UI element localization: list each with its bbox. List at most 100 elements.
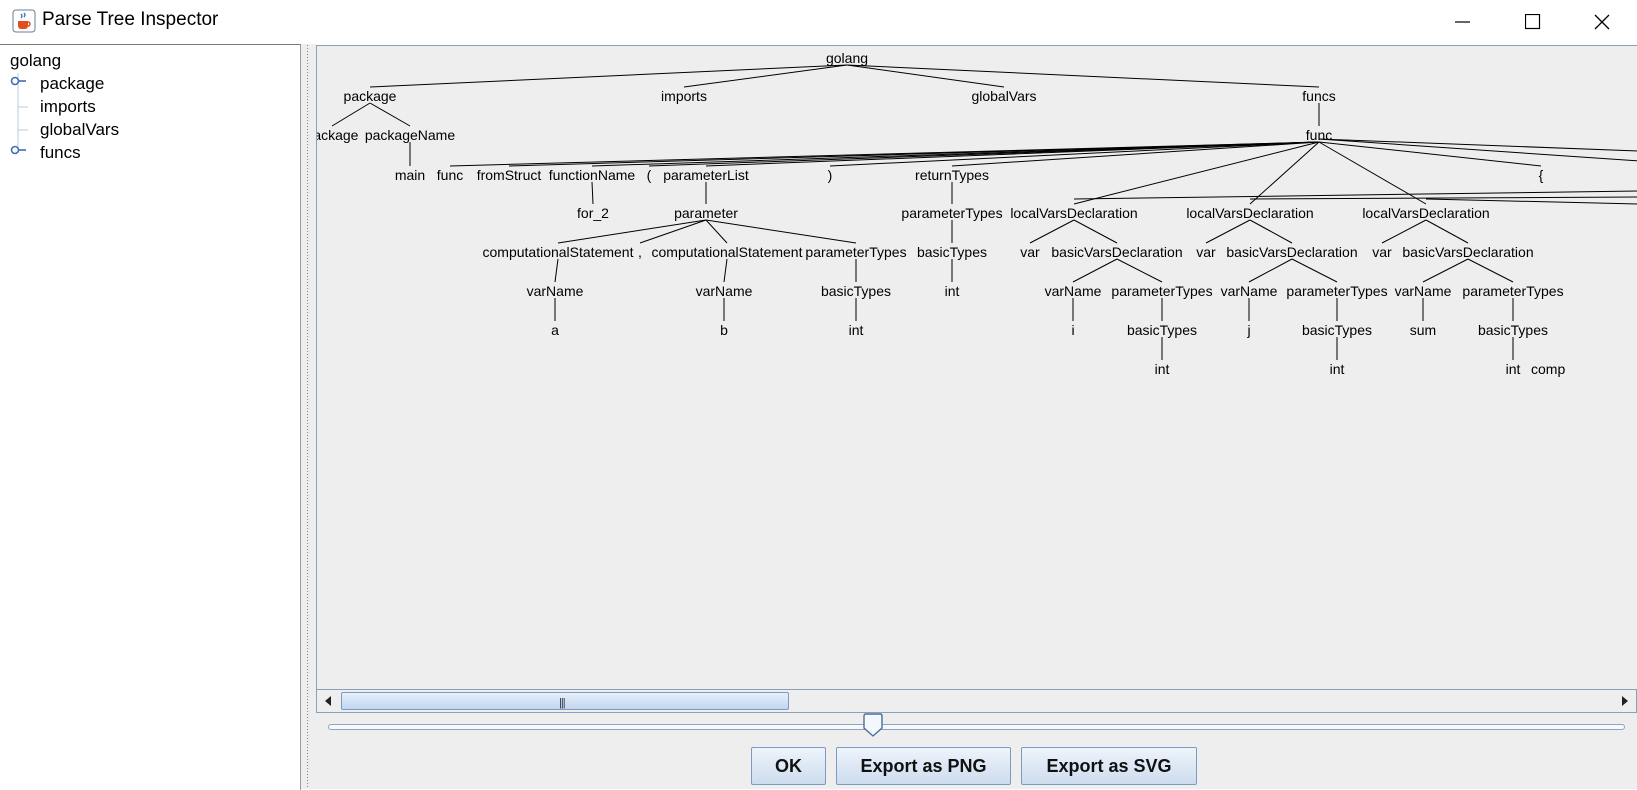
- tree-node-label[interactable]: imports: [661, 88, 707, 104]
- tree-node-label[interactable]: j: [1246, 322, 1250, 338]
- tree-node-label[interactable]: int: [945, 283, 960, 299]
- horizontal-scrollbar[interactable]: |||: [316, 689, 1637, 713]
- tree-node-label[interactable]: parameterTypes: [901, 205, 1002, 221]
- tree-node-label[interactable]: varName: [696, 283, 753, 299]
- tree-node-label[interactable]: parameterTypes: [1286, 283, 1387, 299]
- tree-node-label[interactable]: basicTypes: [821, 283, 891, 299]
- maximize-button[interactable]: [1498, 0, 1568, 44]
- tree-node-label[interactable]: package: [317, 127, 359, 143]
- tree-node-label[interactable]: var: [1372, 244, 1392, 260]
- minimize-icon: [1455, 21, 1470, 23]
- tree-node-label[interactable]: int: [1506, 361, 1521, 377]
- tree-node-label[interactable]: for_2: [577, 205, 609, 221]
- tree-node-label[interactable]: int: [1330, 361, 1345, 377]
- slider-track[interactable]: [328, 724, 1625, 730]
- minimize-button[interactable]: [1428, 0, 1498, 44]
- tree-node-label[interactable]: var: [1196, 244, 1216, 260]
- tree-node-label[interactable]: ): [828, 167, 833, 183]
- tree-node-label[interactable]: golang: [826, 50, 868, 66]
- tree-edge: [1318, 141, 1542, 167]
- scrollbar-grip: |||: [559, 697, 566, 709]
- tree-edge: [1073, 141, 1320, 205]
- tree-node-label[interactable]: comp: [1531, 361, 1565, 377]
- tree-node-label[interactable]: localVarsDeclaration: [1186, 205, 1313, 221]
- close-icon: [1594, 14, 1610, 30]
- tree-node-label[interactable]: (: [647, 167, 652, 183]
- parse-tree-canvas[interactable]: golang package imports globalVars funcs packa…: [316, 45, 1637, 689]
- slider-thumb[interactable]: [862, 713, 884, 739]
- tree-node-label[interactable]: basicTypes: [1127, 322, 1197, 338]
- zoom-slider[interactable]: [316, 713, 1637, 741]
- tree-node-label[interactable]: var: [1020, 244, 1040, 260]
- tree-edge: [554, 258, 559, 283]
- sidebar-item-funcs[interactable]: funcs: [40, 143, 81, 162]
- tree-edge: [369, 102, 411, 127]
- tree-node-label[interactable]: parameterList: [663, 167, 749, 183]
- tree-node-label[interactable]: localVarsDeclaration: [1362, 205, 1489, 221]
- export-png-button[interactable]: Export as PNG: [836, 747, 1011, 785]
- tree-connector-lines: [17, 73, 28, 153]
- tree-node-label[interactable]: basicTypes: [1302, 322, 1372, 338]
- split-pane-divider[interactable]: [301, 44, 316, 789]
- tree-edge: [1422, 258, 1469, 283]
- sidebar-item-imports[interactable]: imports: [40, 97, 96, 116]
- tree-node-label[interactable]: varName: [1045, 283, 1102, 299]
- left-arrow-icon[interactable]: [317, 690, 339, 712]
- sidebar-item-globalvars[interactable]: globalVars: [40, 120, 120, 139]
- tree-node-label[interactable]: sum: [1410, 322, 1436, 338]
- tree-node-label[interactable]: basicVarsDeclaration: [1226, 244, 1357, 260]
- tree-node-label[interactable]: basicTypes: [1478, 322, 1548, 338]
- tree-edge-offscreen: [1073, 190, 1637, 200]
- tree-node-label[interactable]: func: [437, 167, 463, 183]
- right-arrow-icon[interactable]: [1614, 690, 1636, 712]
- tree-node-label[interactable]: localVarsDeclaration: [1010, 205, 1137, 221]
- tree-edge: [1249, 141, 1320, 205]
- export-svg-button[interactable]: Export as SVG: [1021, 747, 1197, 785]
- tree-node-label[interactable]: parameterTypes: [1462, 283, 1563, 299]
- tree-node-label[interactable]: a: [551, 322, 559, 338]
- tree-edge: [1425, 219, 1469, 244]
- tree-node-label[interactable]: varName: [1395, 283, 1452, 299]
- tree-node-label[interactable]: basicTypes: [917, 244, 987, 260]
- divider-grip: [306, 44, 310, 789]
- tree-node-label[interactable]: parameter: [674, 205, 738, 221]
- tree-sidebar[interactable]: golang package imports globalVars funcs: [0, 44, 301, 790]
- tree-node-label[interactable]: packageName: [365, 127, 455, 143]
- tree-node-label[interactable]: package: [344, 88, 397, 104]
- tree-node-label[interactable]: int: [1155, 361, 1170, 377]
- scrollbar-thumb[interactable]: |||: [341, 692, 789, 710]
- tree-node-label[interactable]: fromStruct: [477, 167, 542, 183]
- tree-node-label[interactable]: parameterTypes: [1111, 283, 1212, 299]
- expand-handle-icon[interactable]: [10, 145, 28, 157]
- tree-node-label[interactable]: int: [849, 322, 864, 338]
- sidebar-item-package[interactable]: package: [40, 74, 105, 93]
- tree-node-label[interactable]: returnTypes: [915, 167, 989, 183]
- tree-node-label[interactable]: basicVarsDeclaration: [1402, 244, 1533, 260]
- tree-node-label[interactable]: funcs: [1302, 88, 1335, 104]
- tree-root-golang[interactable]: golang: [10, 51, 62, 70]
- tree-edge: [1073, 219, 1118, 244]
- expand-handle-icon[interactable]: [10, 76, 28, 88]
- tree-node-label[interactable]: varName: [1221, 283, 1278, 299]
- ok-button[interactable]: OK: [751, 747, 826, 785]
- tree-node-label[interactable]: globalVars: [971, 88, 1036, 104]
- tree-node-label[interactable]: parameterTypes: [805, 244, 906, 260]
- tree-edge: [1072, 258, 1118, 283]
- tree-node-label[interactable]: b: [720, 322, 728, 338]
- tree-node-label[interactable]: basicVarsDeclaration: [1051, 244, 1182, 260]
- tree-node-label[interactable]: {: [1539, 167, 1544, 183]
- tree-edge-offscreen: [1318, 138, 1637, 152]
- tree-node-label[interactable]: functionName: [549, 167, 636, 183]
- tree-node-label[interactable]: varName: [527, 283, 584, 299]
- tree-edge: [591, 181, 594, 205]
- tree-node-label[interactable]: computationalStatement: [652, 244, 803, 260]
- tree-node-label[interactable]: ,: [638, 244, 642, 260]
- tree-edge: [683, 64, 848, 88]
- tree-edge: [829, 141, 1320, 167]
- tree-node-label[interactable]: i: [1071, 322, 1074, 338]
- tree-node-label[interactable]: computationalStatement: [483, 244, 634, 260]
- close-button[interactable]: [1567, 0, 1637, 44]
- tree-node-label[interactable]: main: [395, 167, 425, 183]
- tree-node-label[interactable]: func: [1306, 127, 1332, 143]
- maximize-icon: [1525, 14, 1541, 30]
